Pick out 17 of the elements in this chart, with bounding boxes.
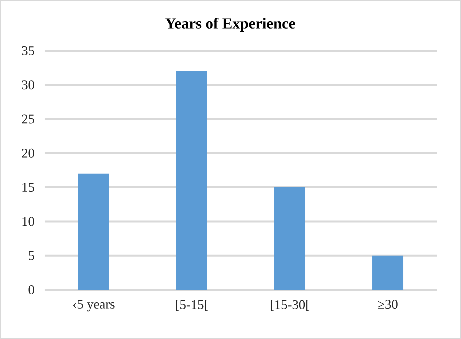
y-tick-label: 25 [22,114,34,124]
bar [274,188,306,290]
x-tick-label: [15-30[ [270,300,310,312]
y-tick-label: 15 [22,183,34,192]
chart-title: Years of Experience [166,18,296,32]
bar [78,174,110,290]
bar [176,71,208,290]
y-tick-label: 5 [29,251,34,260]
y-tick-label: 20 [22,148,34,158]
y-tick-label: 0 [28,286,34,295]
y-tick-label: 35 [22,46,34,56]
x-tick-label: ‹5 years [74,300,115,312]
x-tick-label: [5-15[ [176,300,208,312]
bar [372,256,404,290]
y-tick-label: 10 [22,217,34,226]
x-tick-label: ≥30 [378,300,398,310]
y-tick-label: 30 [22,80,34,90]
